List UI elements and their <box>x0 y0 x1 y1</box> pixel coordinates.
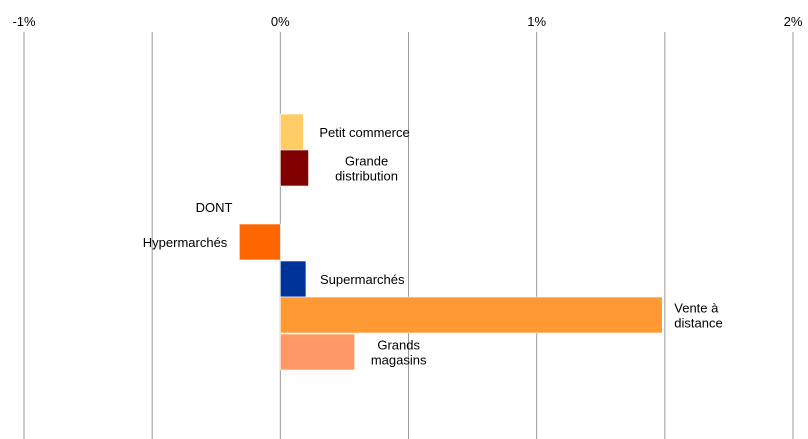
bar-label: Hypermarchés <box>143 235 228 250</box>
bar-labels: Petit commerce Grande distribution Hypermar… <box>143 125 723 368</box>
x-tick-label: 1% <box>527 14 546 29</box>
bar-label: Grands magasins <box>371 338 427 368</box>
bars <box>239 113 663 371</box>
gridlines <box>23 32 794 439</box>
bar-label: Petit commerce <box>319 125 409 140</box>
bar <box>280 296 663 334</box>
x-tick-label: -1% <box>12 14 36 29</box>
bar <box>239 223 281 261</box>
bar <box>280 260 307 298</box>
annotation-dont: DONT <box>196 200 233 215</box>
bar <box>280 113 304 151</box>
bar <box>280 149 309 187</box>
bar-label: Vente à distance <box>674 301 722 331</box>
bar <box>280 333 355 371</box>
bar-label: Supermarchés <box>320 272 405 287</box>
x-tick-label: 0% <box>271 14 290 29</box>
bar-label: Grande distribution <box>335 154 398 184</box>
x-tick-label: 2% <box>784 14 803 29</box>
x-axis-ticks: -1% 0% 1% 2% <box>12 14 802 29</box>
